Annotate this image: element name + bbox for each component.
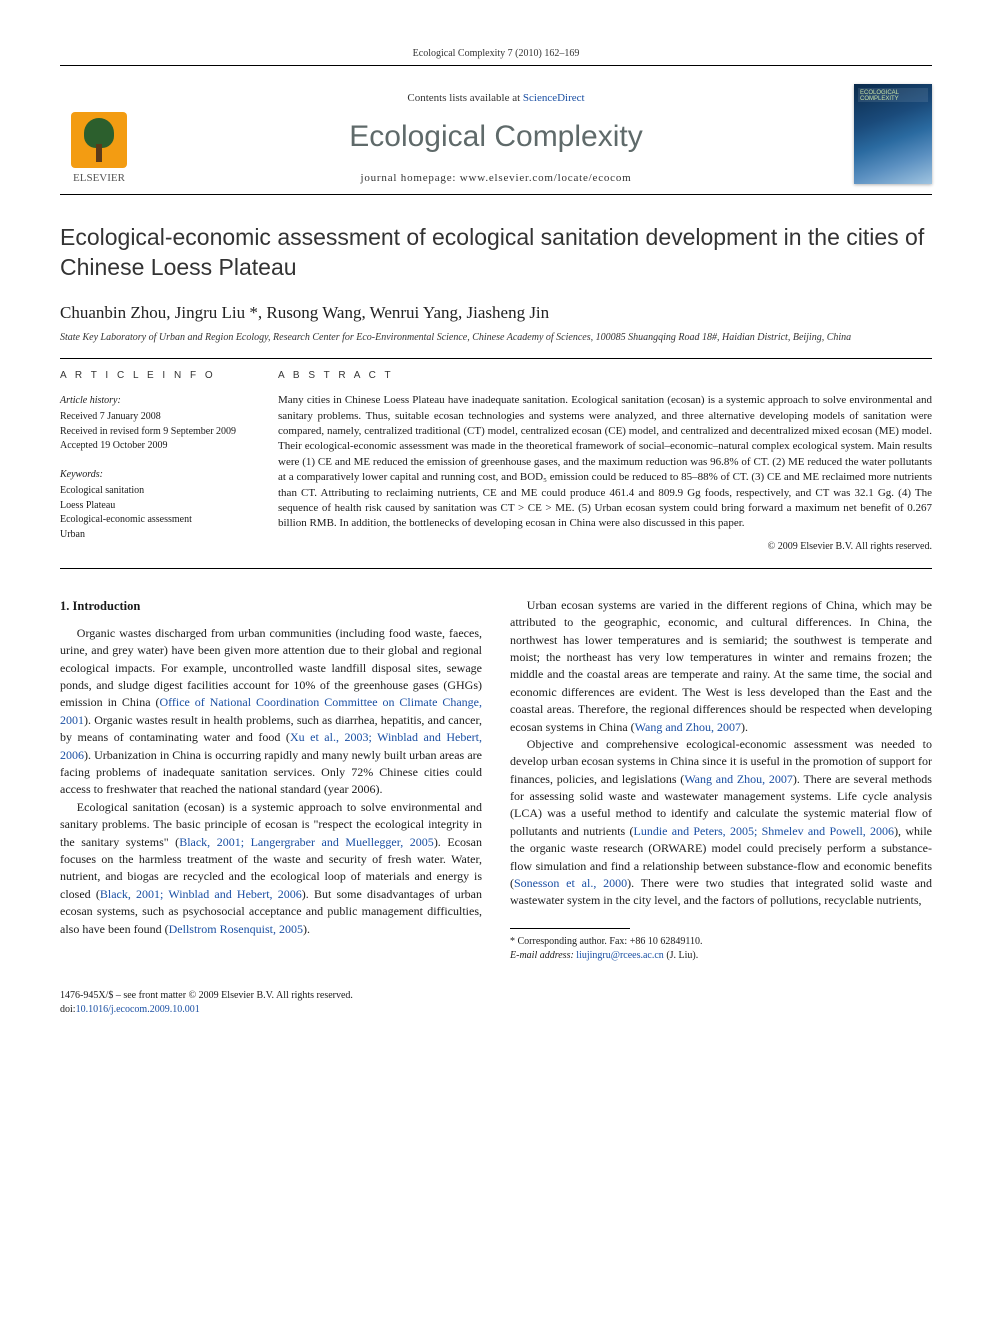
journal-homepage: journal homepage: www.elsevier.com/locat… (152, 172, 840, 184)
keyword: Urban (60, 528, 250, 543)
citation-link[interactable]: 2006 (278, 887, 302, 901)
top-rule (60, 65, 932, 66)
issn-line: 1476-945X/$ – see front matter © 2009 El… (60, 989, 932, 1003)
corresponding-author-note: * Corresponding author. Fax: +86 10 6284… (510, 935, 932, 949)
contents-prefix: Contents lists available at (407, 92, 522, 104)
citation-link[interactable]: Wang and Zhou, 2007 (684, 772, 793, 786)
email-note: E-mail address: liujingru@rcees.ac.cn (J… (510, 949, 932, 963)
email-link[interactable]: liujingru@rcees.ac.cn (576, 950, 664, 961)
abstract-text: Many cities in Chinese Loess Plateau hav… (278, 393, 932, 532)
section-heading: 1. Introduction (60, 597, 482, 615)
keyword: Ecological-economic assessment (60, 513, 250, 528)
text-run: ). (741, 720, 748, 734)
body-paragraph: Organic wastes discharged from urban com… (60, 625, 482, 799)
footer-block: 1476-945X/$ – see front matter © 2009 El… (60, 989, 932, 1017)
homepage-prefix: journal homepage: (360, 172, 459, 184)
affiliation: State Key Laboratory of Urban and Region… (60, 331, 932, 345)
citation-link[interactable]: Sonesson et al., 2000 (514, 876, 627, 890)
article-title: Ecological-economic assessment of ecolog… (60, 223, 932, 283)
text-run: ). Urbanization in China is occurring ra… (60, 748, 482, 797)
history-received: Received 7 January 2008 (60, 410, 250, 425)
history-label: Article history: (60, 394, 250, 409)
body-paragraph: Objective and comprehensive ecological-e… (510, 736, 932, 910)
citation-link[interactable]: Black, 2001; Langergraber and Muellegger… (179, 835, 434, 849)
abstract-block: A B S T R A C T Many cities in Chinese L… (278, 369, 932, 554)
citation-link[interactable]: Wang and Zhou, 2007 (635, 720, 741, 734)
email-label: E-mail address: (510, 950, 576, 961)
publisher-name: ELSEVIER (73, 172, 125, 184)
citation-link[interactable]: Black, 2001; Winblad and Hebert, (100, 887, 278, 901)
keyword: Ecological sanitation (60, 484, 250, 499)
text-run: Urban ecosan systems are varied in the d… (510, 598, 932, 734)
body-paragraph: Urban ecosan systems are varied in the d… (510, 597, 932, 736)
article-info-head: A R T I C L E I N F O (60, 369, 250, 384)
citation-link[interactable]: Dellstrom Rosenquist, 2005 (169, 922, 303, 936)
keywords-label: Keywords: (60, 468, 250, 483)
authors: Chuanbin Zhou, Jingru Liu *, Rusong Wang… (60, 303, 932, 323)
body-columns: 1. Introduction Organic wastes discharge… (60, 597, 932, 963)
meta-rule-top (60, 358, 932, 359)
contents-line: Contents lists available at ScienceDirec… (152, 92, 840, 104)
abstract-head: A B S T R A C T (278, 369, 932, 383)
publisher-logo: ELSEVIER (60, 98, 138, 184)
doi-label: doi: (60, 1004, 76, 1015)
journal-name: Ecological Complexity (152, 120, 840, 154)
running-head: Ecological Complexity 7 (2010) 162–169 (60, 48, 932, 59)
article-info-block: A R T I C L E I N F O Article history: R… (60, 369, 250, 554)
abstract-copyright: © 2009 Elsevier B.V. All rights reserved… (278, 540, 932, 554)
doi-line: doi:10.1016/j.ecocom.2009.10.001 (60, 1003, 932, 1017)
text-run: ). (303, 922, 310, 936)
masthead: ELSEVIER Contents lists available at Sci… (60, 84, 932, 195)
keyword: Loess Plateau (60, 499, 250, 514)
meta-rule-bottom (60, 568, 932, 569)
email-who: (J. Liu). (664, 950, 698, 961)
doi-link[interactable]: 10.1016/j.ecocom.2009.10.001 (76, 1004, 200, 1015)
journal-cover-thumbnail: ECOLOGICAL COMPLEXITY (854, 84, 932, 184)
citation-link[interactable]: Lundie and Peters, 2005; Shmelev and Pow… (633, 824, 894, 838)
body-paragraph: Ecological sanitation (ecosan) is a syst… (60, 799, 482, 938)
homepage-url: www.elsevier.com/locate/ecocom (460, 172, 632, 184)
history-accepted: Accepted 19 October 2009 (60, 439, 250, 454)
history-revised: Received in revised form 9 September 200… (60, 425, 250, 440)
cover-label: ECOLOGICAL COMPLEXITY (860, 90, 932, 102)
sciencedirect-link[interactable]: ScienceDirect (523, 92, 585, 104)
footnote-rule (510, 928, 630, 929)
elsevier-tree-icon (71, 112, 127, 168)
